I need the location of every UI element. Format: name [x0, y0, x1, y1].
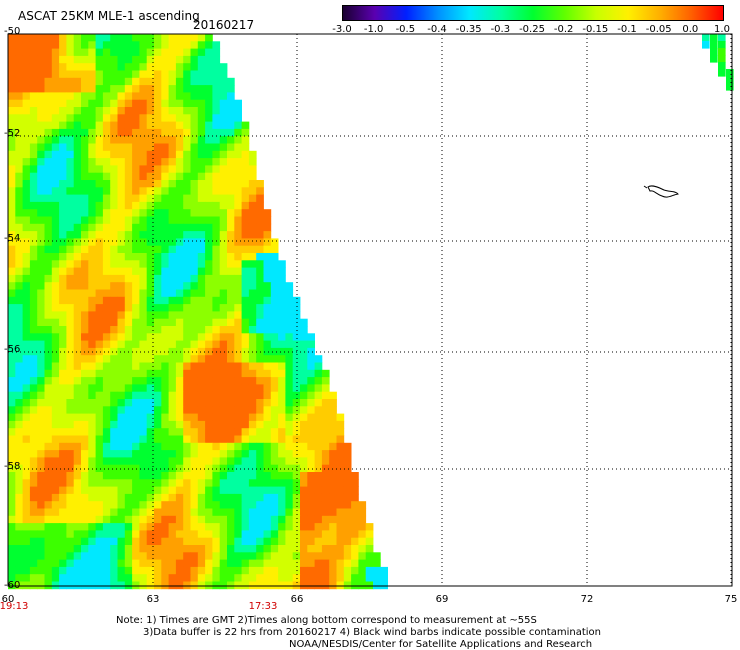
swath-cells [8, 34, 734, 590]
color-scale-tick-label: -0.5 [395, 24, 416, 35]
color-scale-tick-label: 1.0 [714, 24, 730, 35]
map-title: ASCAT 25KM MLE-1 ascending [18, 9, 200, 23]
color-scale-tick-label: -0.05 [645, 24, 672, 35]
color-scale-tick-label: -0.1 [617, 24, 637, 35]
color-scale-bar [342, 5, 724, 21]
color-scale-tick-label: -1.0 [363, 24, 384, 35]
note-line: NOAA/NESDIS/Center for Satellite Applica… [289, 639, 593, 650]
color-scale-tick-label: -0.35 [455, 24, 482, 35]
lon-label: 60 [1, 594, 15, 605]
color-scale-tick-label: -0.4 [427, 24, 447, 35]
pass-time: 17:33 [248, 601, 278, 612]
color-scale-labels: -3.0 -1.0 -0.5 -0.4 -0.35 -0.3 -0.25 -0.2 -0.15-… [0, 24, 740, 38]
lat-label: -52 [4, 128, 21, 139]
lon-label: 69 [435, 594, 449, 605]
map-frame [7, 33, 733, 587]
color-scale-tick-label: -0.15 [582, 24, 609, 35]
swath-map [7, 33, 734, 590]
lon-label: 66 [290, 594, 304, 605]
lat-label: -60 [4, 580, 21, 591]
island-outline-tail [643, 185, 648, 189]
lon-label: 75 [724, 594, 738, 605]
note-line: Note: 1) Times are GMT 2)Times along bot… [116, 615, 537, 626]
lat-label: -54 [4, 233, 21, 244]
note-line: 3)Data buffer is 22 hrs from 20160217 4)… [143, 627, 601, 638]
color-scale-tick-label: -3.0 [332, 24, 352, 35]
color-scale-tick-label: -0.25 [519, 24, 545, 35]
color-scale-tick-label: -0.2 [553, 24, 574, 35]
pass-time: 19:13 [0, 601, 29, 612]
lat-label: -56 [4, 344, 21, 355]
lon-label: 63 [146, 594, 160, 605]
lat-label: -50 [4, 26, 21, 37]
color-scale-tick-label: -0.3 [490, 24, 511, 35]
color-scale-tick-label: 0.0 [682, 24, 699, 35]
map-date: 20160217 [193, 18, 255, 32]
island-outline [647, 185, 679, 198]
lat-label: -58 [4, 461, 21, 472]
lon-label: 72 [580, 594, 594, 605]
